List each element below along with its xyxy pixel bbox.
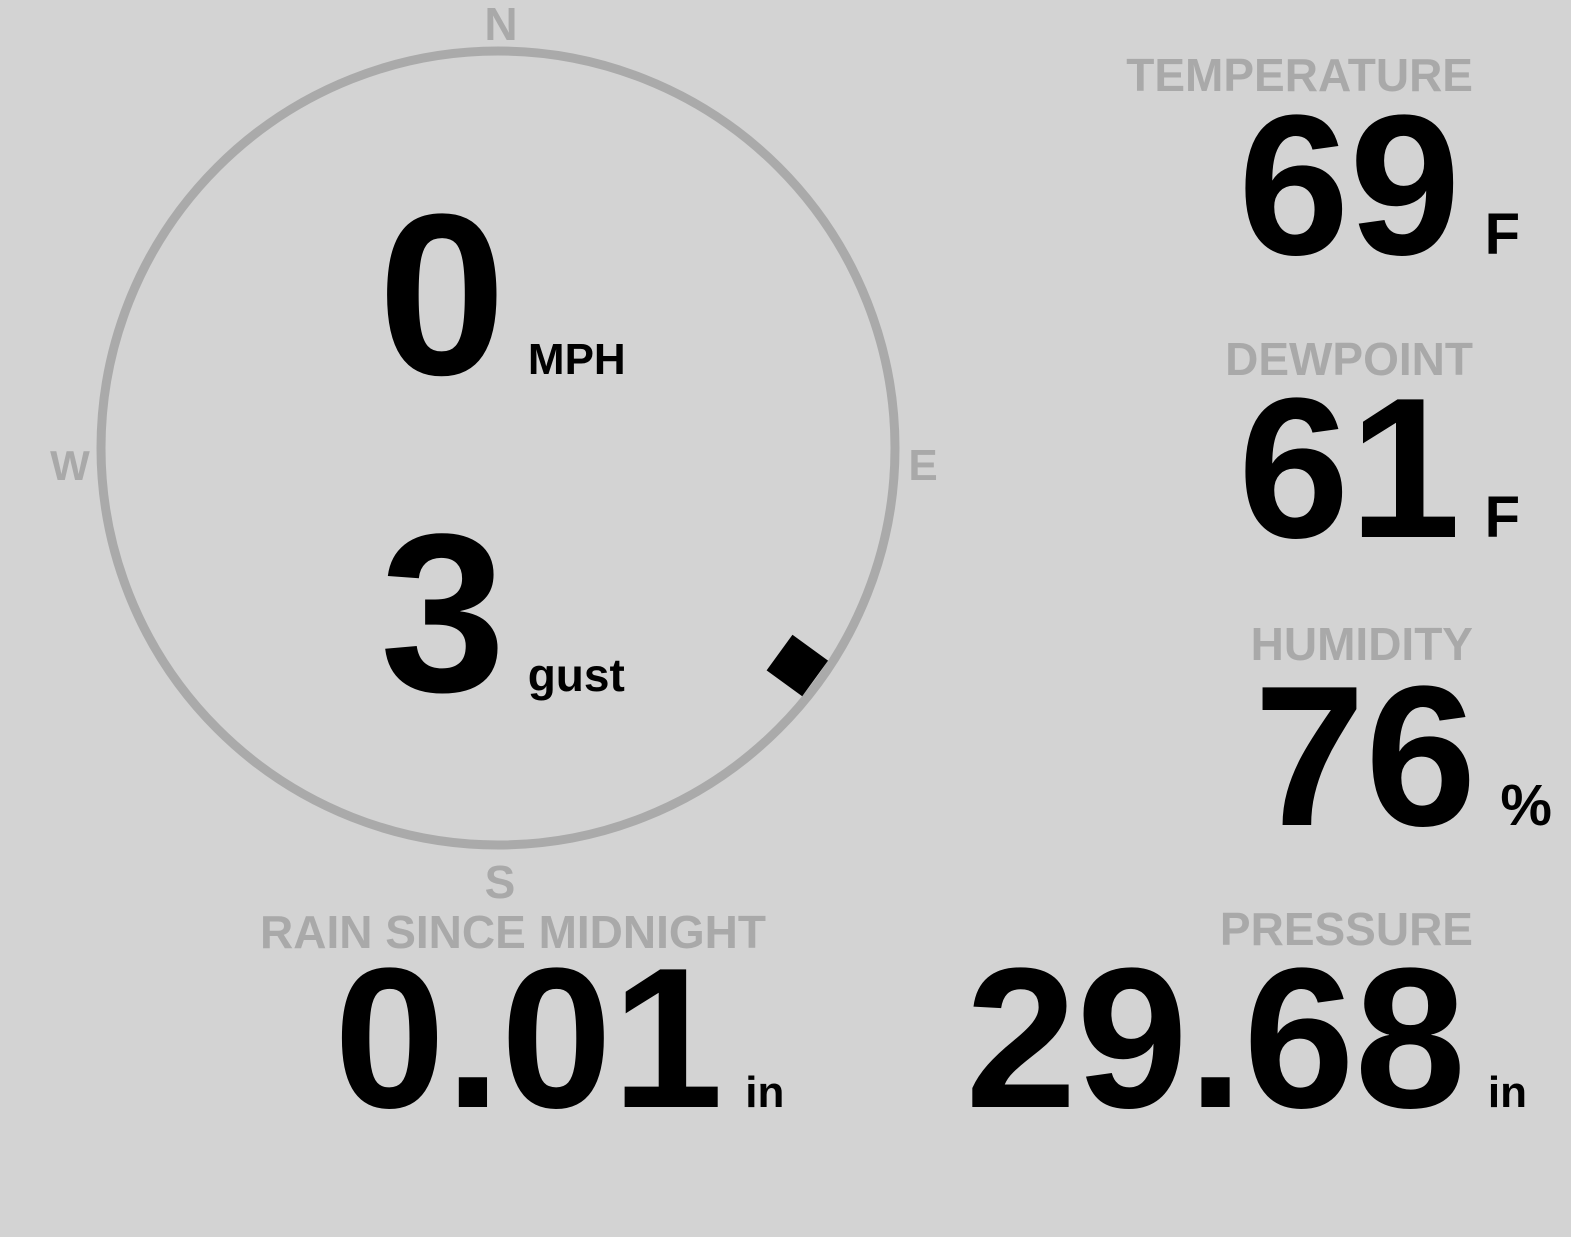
- pressure: 29.68 in: [965, 939, 1527, 1139]
- compass-west: W: [50, 442, 90, 489]
- temperature-value: 69: [1238, 74, 1461, 297]
- compass-east: E: [908, 441, 937, 490]
- wind-direction-marker: [766, 634, 829, 697]
- rain-label: RAIN SINCE MIDNIGHT: [260, 906, 766, 958]
- compass-ring: [96, 46, 900, 850]
- dewpoint-value: 61: [1238, 357, 1461, 580]
- rain: 0.01 in: [334, 939, 784, 1139]
- temperature-unit: F: [1484, 202, 1520, 267]
- wind-gust: 3 gust: [380, 500, 625, 726]
- temperature: 69 F: [1238, 86, 1520, 286]
- rain-unit: in: [745, 1068, 785, 1117]
- wind-gust-unit: gust: [527, 649, 625, 701]
- dewpoint-unit: F: [1484, 485, 1520, 550]
- dewpoint-label: DEWPOINT: [1225, 333, 1473, 385]
- wind-speed: 0 MPH: [378, 180, 626, 410]
- dewpoint: 61 F: [1238, 369, 1520, 569]
- wind-speed-value: 0: [378, 166, 506, 423]
- temperature-label: TEMPERATURE: [1126, 49, 1473, 101]
- pressure-label: PRESSURE: [1219, 903, 1473, 955]
- wind-speed-unit: MPH: [527, 335, 626, 384]
- rain-value: 0.01: [334, 927, 724, 1150]
- pressure-unit: in: [1487, 1068, 1527, 1117]
- humidity: 76 %: [1254, 657, 1552, 857]
- humidity-value: 76: [1253, 645, 1477, 868]
- humidity-unit: %: [1500, 773, 1552, 838]
- compass-north: N: [484, 0, 517, 50]
- pressure-value: 29.68: [965, 927, 1466, 1150]
- compass-south: S: [485, 856, 516, 908]
- humidity-label: HUMIDITY: [1250, 618, 1473, 670]
- wind-gust-value: 3: [380, 486, 506, 739]
